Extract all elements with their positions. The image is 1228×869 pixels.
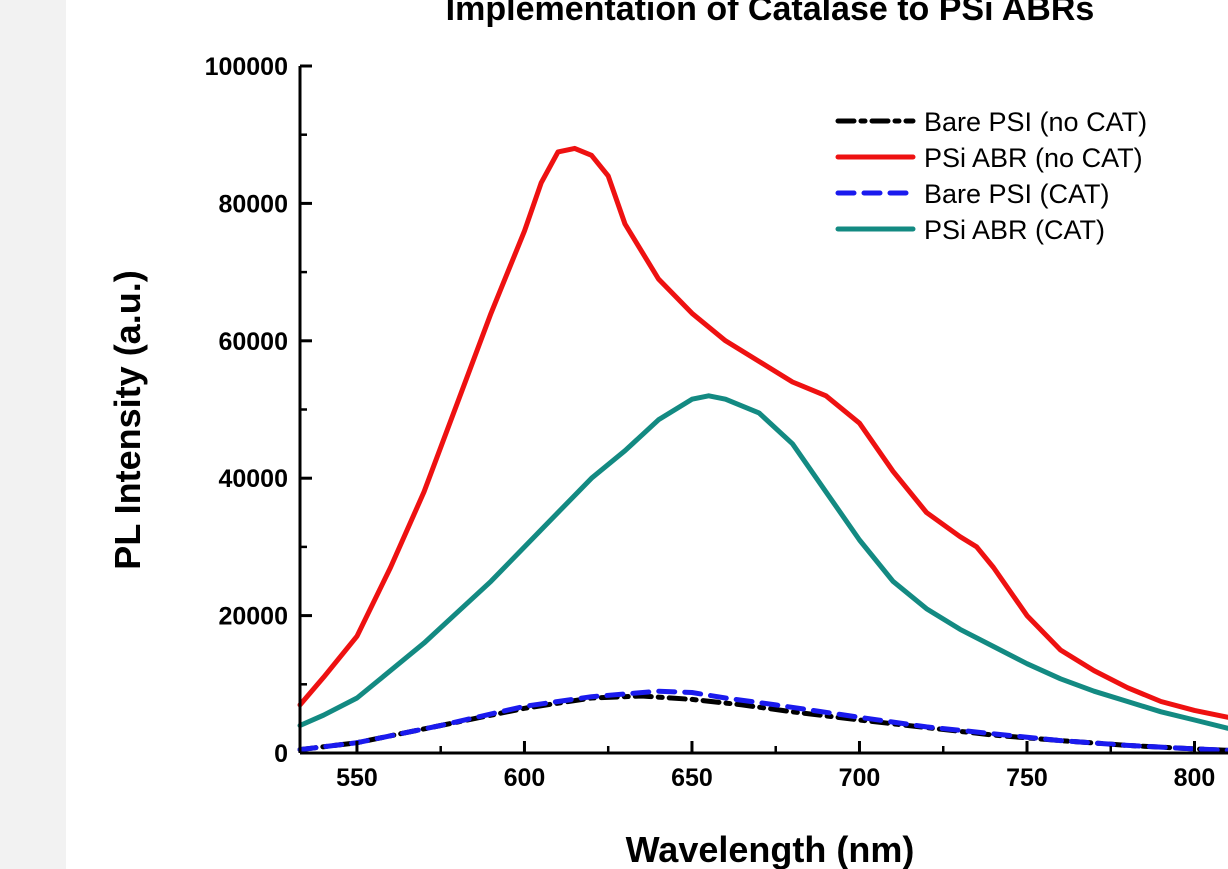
series-line-2 (297, 145, 1228, 720)
y-tick-label: 0 (274, 740, 288, 768)
x-tick-label: 750 (1006, 764, 1048, 792)
series-line-3 (297, 688, 1228, 753)
x-tick-label: 550 (336, 764, 378, 792)
left-margin-panel (0, 0, 66, 869)
legend: Bare PSI (no CAT) PSi ABR (no CAT) Bare PS… (835, 107, 1147, 245)
y-axis-title: PL Intensity (a.u.) (107, 270, 148, 569)
x-tick-label: 650 (671, 764, 713, 792)
chart-title: Implementation of Catalase to PSi ABRs (446, 0, 1095, 28)
y-tick-label: 100000 (205, 53, 288, 81)
y-tick-label: 20000 (218, 603, 288, 631)
ticks: 0 20000 40000 60000 80000 100000 550 600 650 700 7… (205, 53, 1216, 792)
x-tick-label: 800 (1174, 764, 1216, 792)
series-line-4 (297, 393, 1228, 731)
legend-label: Bare PSI (no CAT) (924, 107, 1147, 137)
y-tick-label: 80000 (218, 190, 288, 218)
series-layer (297, 145, 1228, 753)
x-tick-label: 600 (504, 764, 546, 792)
legend-label: PSi ABR (CAT) (924, 215, 1105, 245)
legend-label: Bare PSI (CAT) (924, 179, 1110, 209)
x-tick-label: 700 (839, 764, 881, 792)
y-tick-label: 60000 (218, 328, 288, 356)
x-axis-title: Wavelength (nm) (626, 829, 915, 869)
y-tick-label: 40000 (218, 465, 288, 493)
legend-label: PSi ABR (no CAT) (924, 143, 1143, 173)
